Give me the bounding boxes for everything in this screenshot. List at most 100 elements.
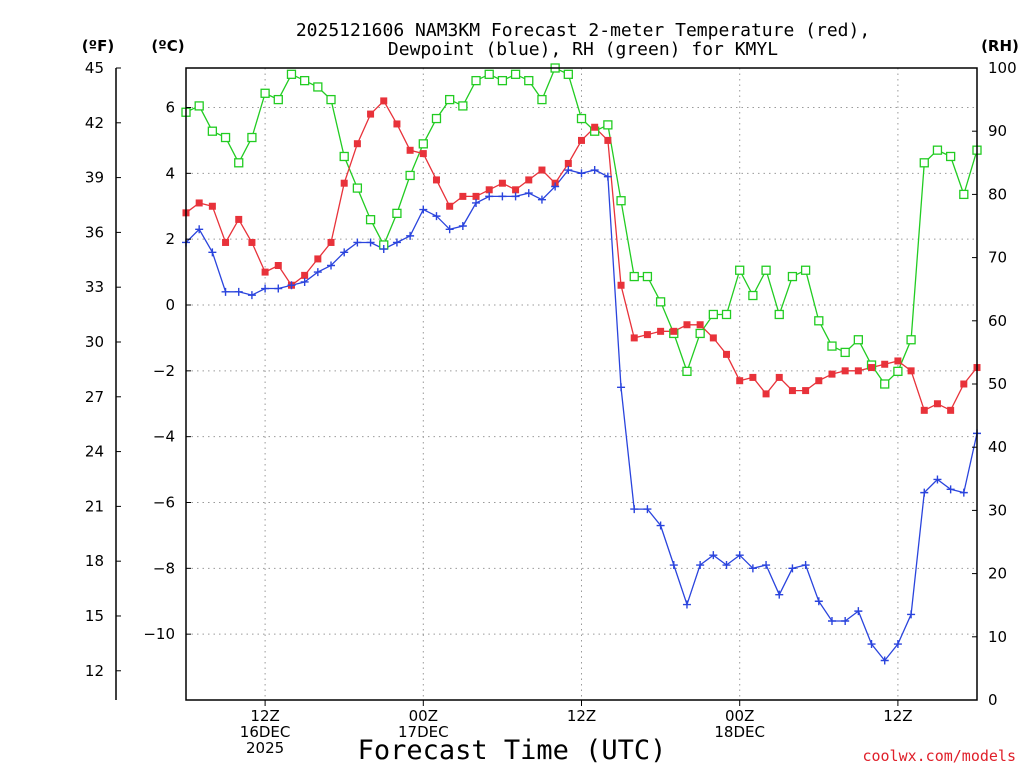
temperature-point: [380, 97, 388, 105]
rh-point: [365, 215, 376, 225]
rh-point: [194, 101, 204, 111]
rh-point: [959, 189, 969, 200]
rh-point: [286, 69, 297, 79]
temperature-point: [591, 123, 599, 131]
x-tick-label: 00Z: [409, 707, 438, 725]
series-markers: [181, 63, 982, 665]
dewpoint-point: [814, 597, 823, 606]
grid-lines: [186, 68, 977, 700]
dewpoint-point: [564, 166, 573, 175]
temperature-point: [314, 255, 322, 263]
dewpoint-point: [590, 166, 599, 175]
temperature-point: [406, 146, 414, 154]
temperature-point: [788, 387, 796, 395]
temperature-point: [868, 364, 876, 372]
rh-point: [919, 158, 929, 168]
dewpoint-point: [485, 192, 494, 201]
temperature-point: [538, 166, 546, 174]
rh-point: [814, 316, 824, 326]
credit-text: coolwx.com/models: [862, 747, 1016, 765]
rh-point: [603, 120, 613, 130]
dewpoint-point: [287, 281, 296, 290]
dewpoint-point: [195, 225, 204, 234]
celsius-tick-label: −6: [153, 494, 175, 512]
rh-point: [484, 69, 494, 79]
dewpoint-point: [867, 640, 876, 649]
x-axis-label: Forecast Time (UTC): [358, 735, 667, 766]
dewpoint-point: [775, 590, 784, 599]
temperature-point: [485, 186, 493, 194]
dewpoint-point: [682, 600, 691, 609]
dewpoint-point: [643, 505, 652, 514]
temperature-point: [854, 367, 862, 375]
dewpoint-point: [340, 248, 349, 257]
dewpoint-point: [498, 192, 507, 201]
dewpoint-point: [946, 485, 955, 494]
chart-texts: 2025121606 NAM3KM Forecast 2-meter Tempe…: [82, 20, 1019, 766]
dewpoint-point: [208, 248, 217, 257]
rh-tick-label: 50: [988, 375, 1007, 393]
fahrenheit-tick-label: 15: [85, 607, 104, 625]
dewpoint-point: [709, 551, 718, 560]
dewpoint-point: [933, 475, 942, 484]
temperature-point: [670, 327, 678, 335]
temperature-point: [736, 377, 744, 385]
rh-point: [655, 297, 666, 307]
temperature-point: [446, 202, 454, 210]
fahrenheit-tick-label: 24: [85, 443, 104, 461]
temperature-point: [604, 136, 612, 144]
rh-point: [563, 69, 573, 79]
rh-point: [458, 101, 468, 111]
rh-point: [893, 366, 903, 377]
temperature-point: [881, 360, 889, 368]
rh-tick-label: 100: [988, 59, 1017, 77]
dewpoint-point: [432, 212, 441, 221]
rh-tick-label: 80: [988, 185, 1007, 203]
dewpoint-point: [801, 561, 810, 570]
temperature-point: [564, 159, 572, 167]
temperature-point: [947, 406, 955, 414]
temperature-point: [630, 334, 638, 342]
temperature-point: [723, 350, 731, 358]
rh-point: [510, 69, 521, 79]
rh-point: [721, 309, 732, 320]
fahrenheit-tick-label: 45: [85, 59, 104, 77]
rh-point: [431, 113, 442, 124]
rh-point: [524, 75, 534, 86]
fahrenheit-tick-label: 21: [85, 497, 104, 515]
temperature-point: [208, 202, 216, 210]
temperature-point: [828, 370, 836, 378]
rh-tick-label: 70: [988, 249, 1007, 267]
dewpoint-point: [603, 172, 612, 181]
rh-point: [220, 132, 231, 143]
rh-point: [418, 139, 428, 149]
dewpoint-point: [959, 488, 968, 497]
dewpoint-point: [419, 205, 428, 214]
dewpoint-point: [327, 261, 336, 270]
x-tick-label: 12Z: [250, 707, 279, 725]
x-tick-label: 17DEC: [398, 723, 449, 741]
dewpoint-point: [511, 192, 520, 201]
temperature-point: [643, 331, 651, 339]
dewpoint-point: [524, 189, 533, 198]
rh-point: [800, 265, 811, 275]
temperature-point: [815, 377, 823, 385]
temperature-point: [261, 268, 269, 276]
rh-point: [695, 328, 705, 339]
temperature-point: [367, 110, 375, 118]
x-tick-label: 12Z: [567, 707, 596, 725]
temperature-point: [432, 176, 440, 184]
fahrenheit-axis-unit: (ºF): [82, 37, 114, 55]
temperature-point: [301, 271, 309, 279]
rh-point: [761, 265, 771, 275]
dewpoint-point: [445, 225, 454, 234]
fahrenheit-tick-label: 42: [85, 114, 104, 132]
temperature-point: [709, 334, 717, 342]
fahrenheit-tick-label: 33: [85, 278, 104, 296]
rh-point: [234, 158, 244, 168]
rh-point: [326, 94, 336, 105]
temperature-point: [340, 179, 348, 187]
rh-point: [945, 151, 956, 162]
temperature-point: [274, 262, 282, 269]
rh-point: [471, 75, 481, 86]
